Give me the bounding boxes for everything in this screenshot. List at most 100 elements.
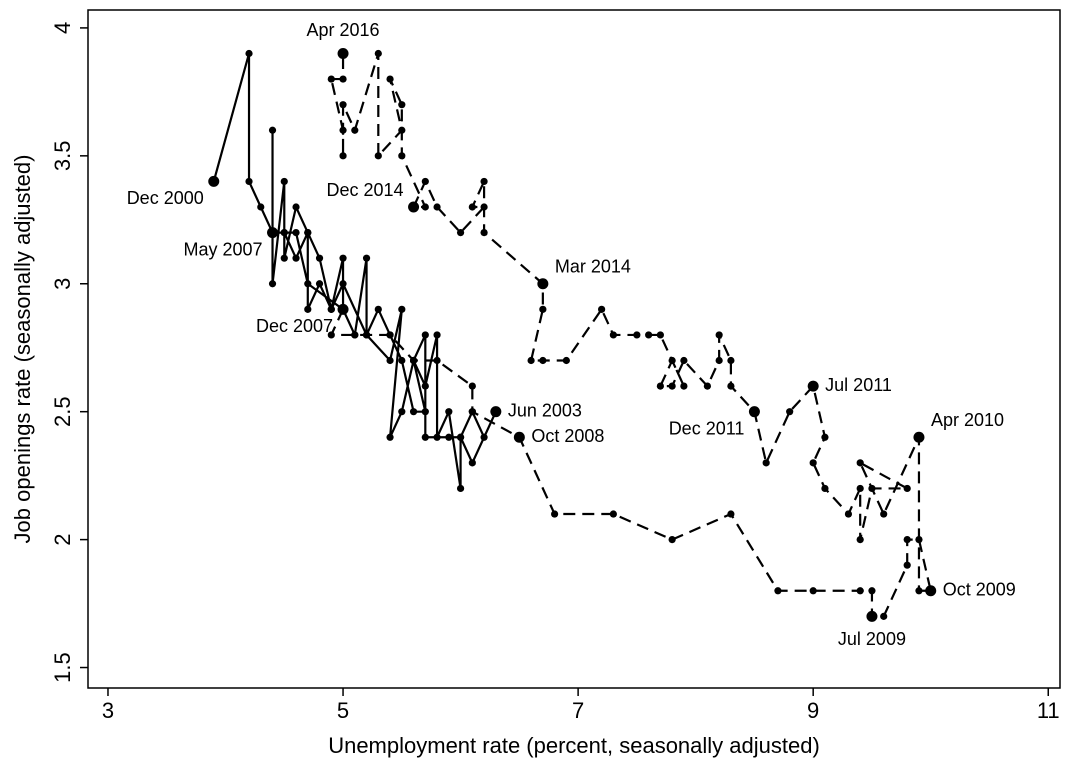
annotated-point xyxy=(337,303,349,315)
annotated-point xyxy=(866,610,878,622)
point xyxy=(480,177,488,186)
point xyxy=(351,126,359,134)
plot-frame xyxy=(87,9,1061,689)
point xyxy=(362,254,371,262)
point xyxy=(656,382,664,390)
point xyxy=(456,484,465,493)
y-tick-label: 4 xyxy=(50,22,75,34)
annotated-point xyxy=(208,175,220,187)
y-axis-title: Job openings rate (seasonally adjusted) xyxy=(10,155,35,544)
point xyxy=(468,203,476,211)
point xyxy=(456,433,465,441)
point xyxy=(445,433,453,441)
y-tick-label: 2 xyxy=(50,533,75,545)
point xyxy=(386,433,394,441)
point xyxy=(680,356,688,365)
point xyxy=(856,587,864,595)
point xyxy=(903,561,911,569)
point xyxy=(398,126,406,134)
annotated-point xyxy=(513,431,525,443)
annotated-point xyxy=(537,278,549,290)
point xyxy=(609,510,617,518)
annotation: Oct 2009 xyxy=(943,580,1016,600)
annotated-point xyxy=(267,227,279,239)
annotation: Jun 2003 xyxy=(508,400,582,420)
point xyxy=(656,331,664,339)
point xyxy=(480,228,488,237)
point xyxy=(268,126,277,134)
point xyxy=(562,356,570,365)
point xyxy=(915,536,923,544)
series-line xyxy=(329,53,933,618)
point xyxy=(774,587,782,595)
point xyxy=(433,356,441,365)
point xyxy=(680,382,688,390)
point xyxy=(880,612,888,620)
point xyxy=(903,484,911,493)
x-tick-label: 7 xyxy=(572,698,584,723)
point xyxy=(821,484,829,493)
point xyxy=(480,203,488,211)
point xyxy=(327,75,335,83)
y-tick-label: 3.5 xyxy=(50,141,75,172)
annotation: May 2007 xyxy=(183,239,262,259)
point xyxy=(315,280,324,288)
point xyxy=(245,49,253,58)
point xyxy=(409,356,418,365)
point xyxy=(409,408,418,416)
point xyxy=(468,382,476,390)
point xyxy=(668,356,676,365)
point xyxy=(433,331,441,339)
point xyxy=(292,228,300,237)
point xyxy=(374,49,382,58)
point xyxy=(809,587,817,595)
annotation: Dec 2011 xyxy=(669,418,745,438)
annotation: Mar 2014 xyxy=(555,257,631,277)
point xyxy=(304,305,312,313)
annotated-point xyxy=(408,201,420,213)
point xyxy=(456,228,465,237)
point xyxy=(468,408,476,416)
point xyxy=(268,280,277,288)
point xyxy=(304,280,312,288)
point xyxy=(398,152,406,160)
point xyxy=(715,356,723,365)
point xyxy=(668,382,676,390)
point xyxy=(398,305,406,313)
point xyxy=(856,484,864,493)
point xyxy=(445,408,453,416)
point xyxy=(433,433,441,441)
point xyxy=(915,587,923,595)
point xyxy=(645,331,653,339)
x-tick-label: 11 xyxy=(1037,698,1060,723)
point xyxy=(257,203,265,211)
point xyxy=(292,203,300,211)
x-axis-title: Unemployment rate (percent, seasonally a… xyxy=(328,733,820,758)
point xyxy=(421,331,429,339)
point xyxy=(398,356,406,365)
point xyxy=(386,331,394,339)
point xyxy=(374,152,382,160)
point xyxy=(539,305,547,313)
point xyxy=(339,75,347,83)
point xyxy=(433,203,441,211)
point xyxy=(856,459,864,467)
annotated-point xyxy=(807,380,819,392)
x-tick-label: 9 xyxy=(807,698,819,723)
annotation: Dec 2000 xyxy=(127,188,204,208)
point xyxy=(633,331,641,339)
point xyxy=(856,536,864,544)
point xyxy=(551,510,559,518)
annotation: Apr 2016 xyxy=(307,20,380,40)
x-tick-label: 3 xyxy=(102,698,114,723)
point xyxy=(386,75,394,83)
annotation: Jul 2009 xyxy=(838,629,906,649)
point xyxy=(339,152,347,160)
point xyxy=(339,280,347,288)
point xyxy=(880,510,888,518)
point xyxy=(762,459,770,467)
point xyxy=(715,331,723,339)
point xyxy=(727,510,735,518)
point xyxy=(668,536,676,544)
